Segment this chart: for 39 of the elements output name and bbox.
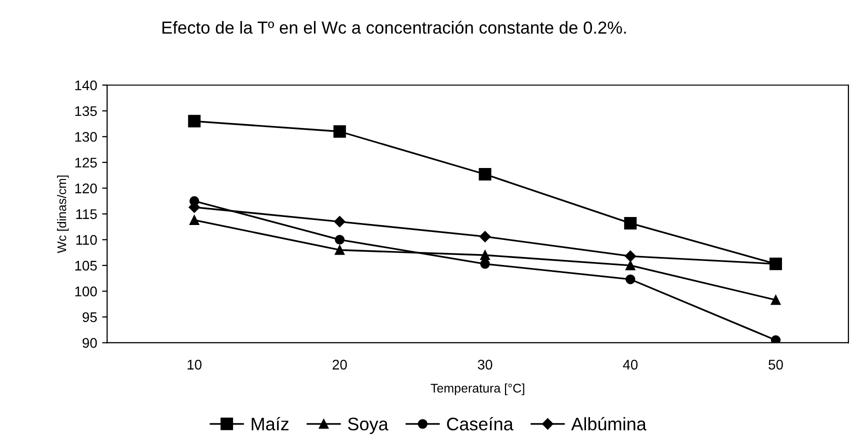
legend-label: Albúmina — [571, 416, 646, 430]
point — [478, 168, 492, 180]
y-tick-label: 135 — [75, 106, 97, 116]
y-tick-label: 105 — [75, 260, 97, 271]
point — [480, 250, 490, 260]
y-tick-label: 140 — [75, 80, 97, 90]
y-tick-label: 90 — [82, 338, 97, 348]
point — [770, 335, 781, 343]
y-tick-label: 125 — [75, 158, 97, 168]
x-tick-label: 20 — [332, 360, 347, 370]
point — [188, 114, 201, 128]
legend-label: Caseína — [447, 416, 514, 430]
y-tick-label: 100 — [75, 286, 97, 296]
point — [334, 245, 345, 255]
y-tick-label: 120 — [75, 183, 97, 194]
legend-label: Maíz — [252, 416, 289, 430]
point — [479, 230, 491, 242]
y-tick-label: 115 — [76, 209, 97, 220]
point — [480, 259, 490, 269]
point — [333, 125, 346, 138]
legend-label: Soya — [348, 418, 388, 434]
point — [189, 215, 200, 225]
y-tick-label: 130 — [75, 132, 97, 142]
y-tick-label: 95 — [82, 312, 97, 322]
chart-title: Efecto de la Tº en el Wc a concentración constante de 0.2%. — [162, 20, 626, 34]
x-axis-title: Temperatura [°C] — [430, 383, 524, 396]
point — [624, 216, 637, 230]
x-tick-label: 10 — [188, 360, 202, 370]
point — [334, 216, 346, 228]
x-tick-label: 30 — [478, 360, 492, 370]
point — [770, 295, 781, 305]
point — [624, 250, 636, 262]
point — [626, 274, 636, 284]
x-tick-label: 40 — [622, 360, 638, 370]
point — [334, 234, 345, 245]
y-tick-label: 110 — [76, 235, 97, 245]
x-tick-label: 50 — [768, 360, 783, 370]
y-axis-title: Wc [dinas/cm] — [57, 176, 69, 254]
point — [626, 260, 636, 270]
